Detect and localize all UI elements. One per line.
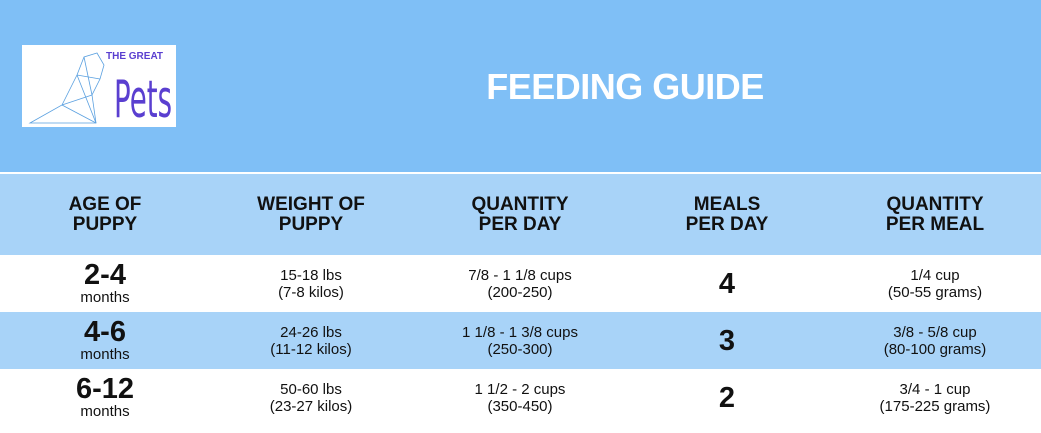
age-unit: months (80, 403, 130, 420)
cell: 1 1/8 - 1 3/8 cups (250-300) (420, 312, 620, 369)
cell: 6-12 months (5, 369, 205, 426)
logo: THE GREAT Pets (22, 45, 176, 130)
cell: 24-26 lbs (11-12 kilos) (211, 312, 411, 369)
header-row: AGE OF PUPPY WEIGHT OF PUPPY QUANTITY PER DAY… (0, 174, 1041, 255)
cell: AGE OF PUPPY (5, 174, 205, 255)
age-unit: months (80, 346, 130, 363)
per-day: 1 1/2 - 2 cups (474, 380, 566, 398)
cell: 2-4 months (5, 255, 205, 312)
cell: 1/4 cup (50-55 grams) (835, 255, 1035, 312)
cell: QUANTITY PER MEAL (835, 174, 1035, 255)
column-header: MEALS (693, 193, 761, 215)
per-meal: 3/4 - 1 cup (899, 380, 971, 398)
per-meal: 3/8 - 5/8 cup (893, 323, 977, 341)
per-day: (350-450) (487, 397, 553, 415)
column-header: PER MEAL (885, 213, 985, 235)
weight: (7-8 kilos) (278, 283, 344, 301)
cell: 3 (627, 312, 827, 369)
data-row: 4-6 months 24-26 lbs (11-12 kilos) 1 1/8 - 1… (0, 312, 1041, 369)
per-day: 7/8 - 1 1/8 cups (468, 266, 572, 284)
logo-main: Pets (114, 70, 172, 127)
per-meal: (80-100 grams) (883, 340, 987, 358)
data-row: 6-12 months 50-60 lbs (23-27 kilos) 1 1/2 - … (0, 369, 1041, 426)
column-header: QUANTITY (886, 193, 984, 215)
per-meal: (175-225 grams) (879, 397, 991, 415)
cell: 15-18 lbs (7-8 kilos) (211, 255, 411, 312)
column-header: PUPPY (72, 213, 138, 235)
data-row: 2-4 months 15-18 lbs (7-8 kilos) 7/8 - 1 1/8… (0, 255, 1041, 312)
age-unit: months (80, 289, 130, 306)
title: FEEDING GUIDE (486, 66, 764, 107)
per-day: 1 1/8 - 1 3/8 cups (462, 323, 578, 341)
meals: 2 (718, 381, 736, 414)
per-meal: (50-55 grams) (887, 283, 983, 301)
weight: 50-60 lbs (280, 380, 342, 398)
column-header: AGE OF (68, 193, 142, 215)
weight: 24-26 lbs (280, 323, 342, 341)
header-band: THE GREAT Pets FEEDING GUIDE (0, 0, 1041, 172)
cell: 7/8 - 1 1/8 cups (200-250) (420, 255, 620, 312)
cell: 50-60 lbs (23-27 kilos) (211, 369, 411, 426)
column-header: PER DAY (685, 213, 769, 235)
cell: 3/8 - 5/8 cup (80-100 grams) (835, 312, 1035, 369)
age: 4-6 (84, 316, 126, 348)
meals: 4 (718, 267, 736, 300)
age: 6-12 (75, 373, 135, 405)
cell: 4-6 months (5, 312, 205, 369)
per-day: (200-250) (487, 283, 553, 301)
column-header: QUANTITY (471, 193, 569, 215)
column-header: PUPPY (278, 213, 344, 235)
weight: (23-27 kilos) (269, 397, 353, 415)
per-meal: 1/4 cup (910, 266, 960, 284)
column-header: WEIGHT OF (257, 193, 365, 215)
per-day: (250-300) (487, 340, 553, 358)
cell: 3/4 - 1 cup (175-225 grams) (835, 369, 1035, 426)
column-header: PER DAY (478, 213, 562, 235)
age: 2-4 (84, 259, 126, 291)
logo-top: THE GREAT (106, 51, 163, 62)
cell: QUANTITY PER DAY (420, 174, 620, 255)
meals: 3 (718, 324, 736, 357)
cell: 2 (627, 369, 827, 426)
cell: 1 1/2 - 2 cups (350-450) (420, 369, 620, 426)
logo-dog: THE GREAT Pets (28, 51, 172, 130)
weight: 15-18 lbs (280, 266, 342, 284)
weight: (11-12 kilos) (270, 340, 352, 358)
cell: 4 (627, 255, 827, 312)
cell: MEALS PER DAY (627, 174, 827, 255)
cell: WEIGHT OF PUPPY (211, 174, 411, 255)
